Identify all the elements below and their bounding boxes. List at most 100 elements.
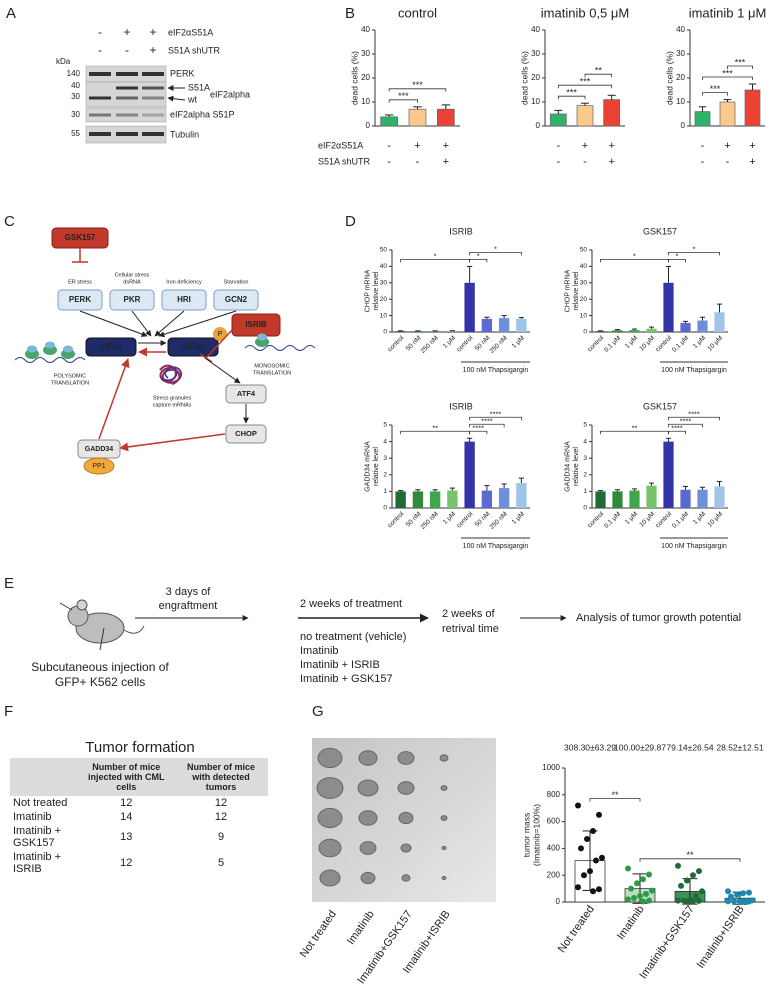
panel-label: C (4, 213, 15, 230)
gene: CHOP (235, 429, 257, 438)
kda-marker: 140 (67, 69, 81, 78)
y-tick-label: 30 (676, 49, 685, 58)
y-axis-label: dead cells (%) (519, 51, 529, 105)
x-tick-label: 250 nM (419, 511, 439, 531)
data-point (746, 889, 752, 896)
ribosome (257, 333, 267, 341)
eif2-box (85, 337, 137, 357)
y-axis-label: CHOP mRNA (564, 269, 571, 312)
error-bar (484, 485, 490, 491)
data-point (690, 898, 696, 905)
bar (714, 486, 725, 508)
pp1: PP1 (92, 463, 105, 470)
kda-marker: 40 (71, 81, 80, 90)
x-tick-label: Imatinib+GSK157 (637, 904, 696, 982)
x-tick-label: 250 nM (419, 335, 439, 355)
cell: 12 (214, 797, 228, 809)
bar (380, 116, 399, 127)
data-point (675, 862, 681, 869)
significance-label: * (633, 251, 636, 260)
x-tick-label: 1 μM (511, 511, 526, 526)
significance-bracket (388, 99, 418, 103)
blot-band (142, 113, 164, 117)
tumor (401, 874, 411, 882)
table-row: Not treated 12 12 (10, 796, 268, 810)
error-bar (554, 109, 563, 114)
significance-bracket (557, 84, 613, 89)
y-tick-label: 5 (383, 422, 387, 429)
treatment-group: Imatinib + GSK157 (300, 673, 393, 685)
lane-sign: + (123, 25, 130, 39)
blot-band (89, 132, 111, 136)
y-tick-label: 30 (380, 280, 388, 287)
data-point (646, 871, 652, 878)
x-tick-label: 10 μM (706, 511, 724, 529)
y-tick-label: 0 (383, 505, 387, 512)
significance-label: **** (671, 423, 683, 432)
error-bar (665, 265, 672, 283)
band-label: Tubulin (170, 129, 199, 139)
condition-sign: - (556, 156, 560, 168)
x-tick-label: 10 μM (706, 335, 724, 353)
cell: Imatinib + GSK157 (13, 825, 61, 849)
pathway-arrow-red (98, 358, 130, 440)
blot-band (142, 96, 164, 100)
kinase: PKR (124, 295, 141, 304)
data-point (684, 898, 690, 905)
bar (464, 282, 475, 332)
blot-band (116, 96, 138, 100)
y-tick-label: 3 (383, 455, 387, 462)
significance-bracket (469, 430, 488, 435)
blot-strip (85, 81, 167, 108)
workflow-text: 2 weeks of treatment (300, 598, 402, 610)
bar (395, 491, 406, 508)
y-axis-label: relative level (573, 447, 580, 486)
header-cell: Number of mice injected with CML cells (78, 758, 175, 796)
band-label: PERK (170, 68, 195, 78)
y-tick-label: 1000 (542, 763, 560, 772)
workflow-text: 3 days of (166, 586, 212, 598)
condition-sign: - (387, 140, 391, 152)
ribosome (61, 349, 75, 359)
significance-label: **** (472, 423, 484, 432)
significance-bracket (668, 252, 720, 256)
x-tick-label: Imatinib (615, 904, 647, 942)
y-tick-label: 600 (547, 817, 561, 826)
lane-sign: - (98, 43, 102, 57)
panel-label: D (345, 213, 356, 230)
data-point (590, 888, 596, 895)
bar (447, 331, 458, 332)
x-tick-label: control (654, 334, 673, 353)
y-axis-label: tumor mass (521, 813, 531, 857)
panel-label: F (4, 703, 13, 720)
y-tick-label: 20 (676, 73, 685, 82)
inhibition-line (72, 248, 88, 263)
workflow-text: Subcutaneous injection of (31, 660, 169, 674)
stress-cause: Starvation (224, 279, 249, 285)
significance-label: *** (566, 88, 577, 98)
error-bar (648, 326, 655, 329)
data-point (634, 880, 640, 887)
pp1-shape (83, 457, 115, 475)
blot-band (89, 113, 111, 117)
data-point (746, 898, 752, 905)
x-tick-label: 1 μM (692, 511, 707, 526)
significance-bracket (639, 858, 741, 862)
x-tick-label: 1 μM (692, 335, 707, 350)
y-tick-label: 4 (583, 438, 587, 445)
data-point (649, 887, 655, 894)
bar (498, 318, 510, 332)
gene-box (225, 424, 267, 444)
y-tick-label: 1 (583, 488, 587, 495)
bar (516, 318, 527, 332)
phospho: P (218, 331, 223, 338)
error-bar (441, 104, 451, 110)
table-title: Tumor formation (85, 739, 194, 756)
blot-band (142, 132, 164, 136)
bar (429, 331, 441, 332)
table-row: Imatinib 14 12 (10, 810, 268, 824)
chart-title: control (398, 5, 437, 20)
data-point (740, 890, 746, 897)
significance-bracket (589, 798, 641, 802)
stress-cause: ER stress (68, 279, 92, 285)
